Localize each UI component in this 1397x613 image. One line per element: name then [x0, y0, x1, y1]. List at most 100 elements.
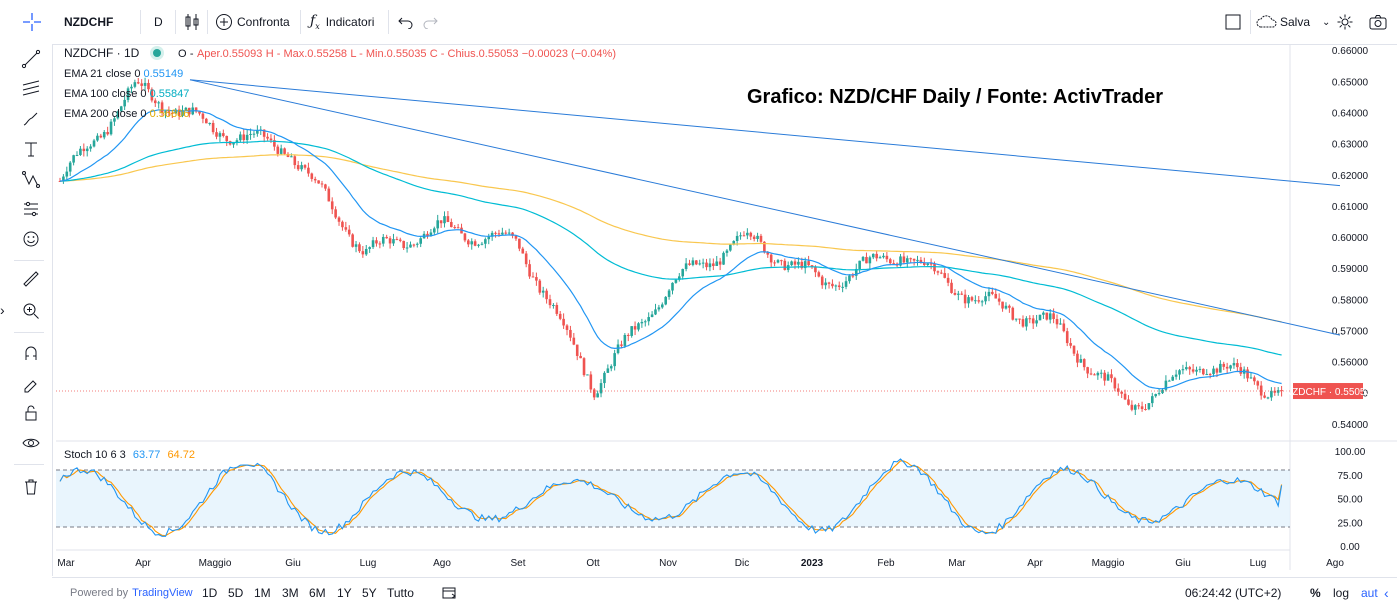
range-6m[interactable]: 6M [309, 586, 326, 600]
chevron-right-icon[interactable]: › [0, 302, 5, 318]
indicators-button[interactable]: ƒx Indicatori [310, 0, 374, 44]
camera-icon[interactable] [1368, 0, 1388, 44]
range-tutto[interactable]: Tutto [387, 586, 414, 600]
candle [596, 390, 599, 398]
candle-body [807, 261, 810, 266]
candle [824, 278, 827, 290]
magnet-icon[interactable] [20, 342, 42, 364]
clock-time[interactable]: 06:24:42 (UTC+2) [1185, 586, 1282, 600]
candle [1130, 400, 1134, 412]
candle [854, 263, 858, 280]
fx-icon: ƒx [310, 13, 320, 31]
candle [1089, 368, 1093, 376]
ema100-legend[interactable]: EMA 100 close 0 0.55847 [64, 88, 189, 100]
chevron-left-icon[interactable]: ‹ [1384, 585, 1389, 601]
candle [905, 255, 909, 268]
ema21-legend[interactable]: EMA 21 close 0 0.55149 [64, 68, 183, 80]
emoji-tool-icon[interactable] [20, 228, 42, 250]
candle-body [1042, 312, 1045, 315]
gear-icon[interactable] [1336, 0, 1354, 44]
save-button[interactable]: Salva ⌄ [1256, 0, 1330, 44]
crosshair-icon[interactable] [20, 0, 44, 44]
candle [575, 344, 579, 361]
trendline-tool-icon[interactable] [20, 48, 42, 70]
chevron-down-icon[interactable]: ⌄ [1322, 16, 1331, 28]
candle [293, 155, 297, 169]
undo-icon[interactable] [398, 0, 414, 44]
time-tick-label: Maggio [1092, 558, 1125, 569]
candle-body [633, 326, 637, 330]
range-1y[interactable]: 1Y [337, 586, 352, 600]
candle [239, 131, 242, 143]
range-5y[interactable]: 5Y [362, 586, 377, 600]
candle-body [994, 293, 998, 299]
redo-icon[interactable] [422, 0, 438, 44]
candle-body [392, 239, 395, 244]
price-tick-label: 0.60000 [1332, 233, 1369, 244]
candle-body [235, 140, 239, 143]
zoom-in-icon[interactable] [20, 300, 42, 322]
candle-body [426, 233, 429, 237]
candles-icon[interactable] [184, 0, 200, 44]
lock-icon[interactable] [20, 402, 42, 424]
range-1m[interactable]: 1M [254, 586, 271, 600]
candle [524, 251, 528, 268]
candle [623, 333, 627, 349]
compare-button[interactable]: Confronta [215, 0, 290, 44]
candle-body [521, 248, 525, 254]
candle-body [412, 244, 416, 246]
range-5d[interactable]: 5D [228, 586, 244, 600]
candle [89, 144, 92, 152]
fullscreen-icon[interactable] [1224, 0, 1242, 44]
candle-body [1130, 404, 1134, 410]
candle-body [113, 118, 116, 122]
candle [657, 304, 661, 312]
log-toggle[interactable]: log [1333, 586, 1350, 600]
trash-icon[interactable] [20, 476, 42, 498]
candle-body [599, 383, 603, 394]
candle [660, 302, 664, 309]
stoch-legend[interactable]: Stoch 10 6 3 63.77 64.72 [64, 449, 195, 461]
brush-tool-icon[interactable] [20, 108, 42, 130]
interval-button[interactable]: D [154, 15, 163, 29]
eye-icon[interactable] [20, 432, 42, 454]
candle [1021, 315, 1025, 328]
candle [409, 241, 412, 248]
candle-body [334, 209, 337, 218]
text-tool-icon[interactable] [20, 138, 42, 160]
candle-body [538, 280, 542, 293]
candle [977, 296, 981, 304]
candle [739, 232, 742, 240]
symbol-search[interactable]: NZDCHF [64, 15, 114, 29]
ema200-legend[interactable]: EMA 200 close 0 0.56806 [64, 108, 189, 120]
fib-tool-icon[interactable] [20, 78, 42, 100]
percent-toggle[interactable]: % [1310, 586, 1321, 600]
candle [1069, 338, 1072, 349]
date-range-icon[interactable] [442, 578, 458, 608]
candle-body [320, 183, 324, 185]
candle-body [317, 180, 320, 184]
auto-toggle[interactable]: aut [1361, 586, 1378, 600]
pattern-tool-icon[interactable] [20, 168, 42, 190]
candle-body [827, 282, 831, 284]
candle [518, 238, 521, 252]
lock-drawing-icon[interactable] [20, 372, 42, 394]
range-3m[interactable]: 3M [282, 586, 299, 600]
candle [1195, 366, 1198, 376]
candle-body [589, 374, 593, 390]
candle [1232, 357, 1236, 369]
range-1d[interactable]: 1D [202, 586, 218, 600]
prediction-tool-icon[interactable] [20, 198, 42, 220]
candle [358, 242, 361, 253]
candle-body [1038, 314, 1042, 321]
powered-by-link[interactable]: Powered by TradingView [70, 578, 193, 608]
candle-body [841, 286, 844, 288]
candle-body [613, 353, 616, 367]
candle [1038, 314, 1042, 321]
candle-body [848, 275, 851, 282]
candle [780, 259, 783, 266]
ruler-tool-icon[interactable] [20, 268, 42, 290]
candle [232, 142, 235, 148]
candle [831, 279, 834, 289]
